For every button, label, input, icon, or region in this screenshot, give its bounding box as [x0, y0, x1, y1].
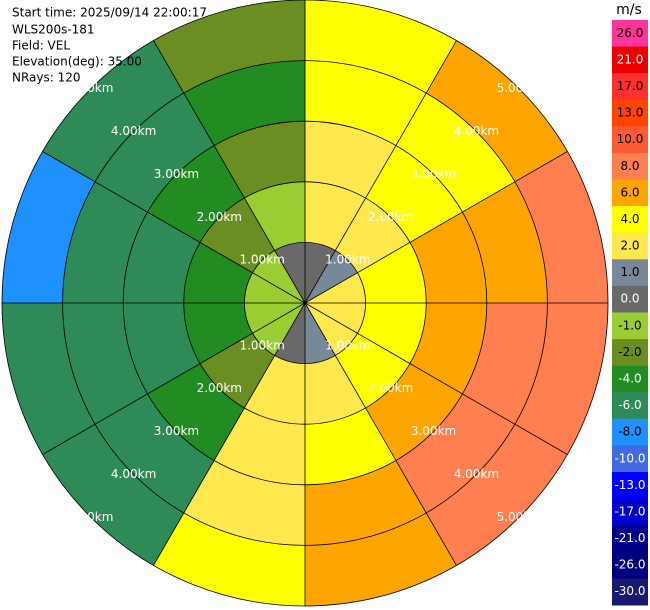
colorbar-swatch: [612, 179, 648, 207]
colorbar-label: 2.0: [620, 239, 639, 253]
colorbar-label: 0.0: [620, 292, 639, 306]
field: [1, 0, 609, 607]
header-line: Elevation(deg): 35.00: [12, 55, 142, 69]
colorbar-label: -13.0: [614, 478, 645, 492]
colorbar-label: -21.0: [614, 531, 645, 545]
colorbar-label: -8.0: [618, 425, 641, 439]
colorbar-swatch: [612, 285, 648, 313]
spoke: [153, 40, 306, 304]
header-line: Field: VEL: [12, 39, 70, 53]
ring-label: 4.00km: [111, 467, 156, 481]
colorbar-swatch: [612, 365, 648, 393]
spoke: [42, 151, 306, 304]
ring-label: 1.00km: [325, 253, 370, 267]
colorbar-swatch: [612, 20, 648, 48]
spoke: [304, 302, 457, 566]
colorbar-label: -4.0: [618, 371, 641, 385]
colorbar-label: -1.0: [618, 318, 641, 332]
ring-label: 4.00km: [454, 467, 499, 481]
ring-label: 1.00km: [239, 338, 284, 352]
colorbar-label: -10.0: [614, 451, 645, 465]
colorbar-swatch: [612, 472, 648, 500]
colorbar-label: 1.0: [620, 265, 639, 279]
colorbar-swatch: [612, 126, 648, 154]
colorbar-swatch: [612, 551, 648, 579]
colorbar-swatch: [612, 46, 648, 74]
colorbar-label: -2.0: [618, 345, 641, 359]
range-ring: [62, 60, 548, 546]
colorbar-swatch: [612, 99, 648, 127]
range-ring: [243, 241, 366, 364]
ring-label: 2.00km: [368, 381, 413, 395]
colorbar-label: 17.0: [617, 79, 644, 93]
range-ring: [183, 181, 427, 425]
colorbar-swatch: [612, 392, 648, 420]
header-line: NRays: 120: [12, 71, 81, 85]
ring-label: 4.00km: [454, 124, 499, 138]
header-line: WLS200s-181: [12, 23, 95, 37]
colorbar-label: 8.0: [620, 159, 639, 173]
colorbar-label: -26.0: [614, 558, 645, 572]
colorbar-swatch: [612, 525, 648, 553]
colorbar-swatch: [612, 206, 648, 234]
spoke: [304, 302, 568, 455]
spoke: [153, 302, 306, 566]
colorbar-swatch: [612, 312, 648, 340]
colorbar-swatch: [612, 578, 648, 606]
ring-label: 5.00km: [68, 510, 113, 524]
colorbar-swatch: [612, 339, 648, 367]
colorbar-label: -30.0: [614, 584, 645, 598]
ring-label: 1.00km: [239, 253, 284, 267]
spoke: [42, 302, 306, 455]
ring-label: 3.00km: [154, 167, 199, 181]
colorbar-swatch: [612, 232, 648, 260]
ring-label: 4.00km: [111, 124, 156, 138]
colorbar-swatch: [612, 259, 648, 287]
header-line: Start time: 2025/09/14 22:00:17: [12, 6, 207, 20]
colorbar-label: 21.0: [617, 52, 644, 66]
ring-label: 5.00km: [497, 510, 542, 524]
colorbar-label: 4.0: [620, 212, 639, 226]
ring-label: 2.00km: [368, 210, 413, 224]
colorbar-label: 13.0: [617, 106, 644, 120]
ring-label: 2.00km: [197, 210, 242, 224]
colorbar-label: 6.0: [620, 185, 639, 199]
range-ring: [1, 0, 609, 607]
colorbar-swatch: [612, 445, 648, 473]
spoke: [304, 151, 568, 304]
range-ring: [122, 120, 488, 486]
spoke: [304, 40, 457, 304]
colorbar-label: -17.0: [614, 504, 645, 518]
ring-label: 5.00km: [497, 81, 542, 95]
colorbar-label: 26.0: [617, 26, 644, 40]
colorbar-swatch: [612, 498, 648, 526]
ring-label: 3.00km: [411, 424, 456, 438]
ring-label: 1.00km: [325, 338, 370, 352]
overlay: 1.00km 1.00km 1.00km 1.00km 2.00km 2.00km 2.00…: [1, 0, 609, 607]
ring-label: 3.00km: [154, 424, 199, 438]
colorbar-swatch: [612, 73, 648, 101]
colorbar-swatch: [612, 418, 648, 446]
colorbar-swatch: [612, 152, 648, 181]
ring-label: 2.00km: [197, 381, 242, 395]
ring-label: 3.00km: [411, 167, 456, 181]
colorbar-unit: m/s: [616, 2, 642, 18]
ring-label: 5.00km: [68, 81, 113, 95]
colorbar-label: 10.0: [617, 132, 644, 146]
colorbar-label: -6.0: [618, 398, 641, 412]
